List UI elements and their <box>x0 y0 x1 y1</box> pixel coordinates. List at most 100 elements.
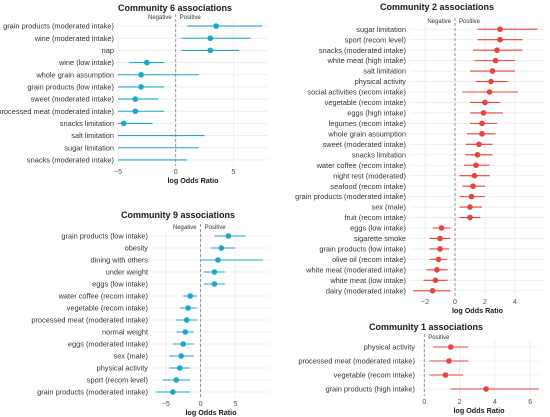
point-estimate <box>489 68 496 74</box>
row-label: sweet (moderated intake) <box>31 95 114 104</box>
point-estimate <box>182 329 189 335</box>
row-label: snacks (moderated intake) <box>27 156 114 165</box>
chart-panel-4: Community 1 associations Positive physical… <box>298 322 539 415</box>
point-estimate <box>434 267 440 273</box>
row-label: sport (recom level) <box>87 376 148 385</box>
row-label: eggs (high intake) <box>347 109 406 118</box>
point-estimate <box>120 120 127 127</box>
row-label: physical activity <box>364 343 416 352</box>
row-label: grain products (moderated intake) <box>37 388 148 397</box>
row-label: white meat (moderated intake) <box>305 265 406 274</box>
point-estimate <box>476 141 482 148</box>
row-label: snacks limitation <box>352 150 406 159</box>
chart-title: Community 2 associations <box>380 2 494 12</box>
point-estimate <box>479 131 485 137</box>
point-estimate <box>480 110 487 116</box>
positive-label: Positive <box>428 335 450 341</box>
plot-area <box>419 340 539 396</box>
negative-label: Negative <box>173 225 197 231</box>
point-estimate <box>435 256 442 263</box>
point-estimate <box>437 246 443 252</box>
negative-label: Negative <box>148 15 172 21</box>
chart-title: Community 1 associations <box>369 322 483 332</box>
point-estimate <box>447 344 454 350</box>
row-label: sugar limitation <box>64 143 114 152</box>
point-estimate <box>183 317 190 323</box>
point-estimate <box>173 377 180 383</box>
point-estimate <box>468 193 475 200</box>
chart-panel-3: Community 9 associations Negative Positive… <box>31 210 270 417</box>
row-label: eggs (moderated intake) <box>68 340 148 349</box>
positive-label: Positive <box>205 225 227 231</box>
point-estimate <box>207 35 214 42</box>
point-estimate <box>497 36 503 43</box>
point-estimate <box>225 233 232 239</box>
plot-area <box>118 20 268 166</box>
x-tick-label: 2 <box>458 399 462 406</box>
row-label: processed meat (moderated intake) <box>298 357 415 366</box>
point-estimate <box>211 269 218 275</box>
x-tick-label: 0 <box>453 299 457 306</box>
row-label: dairy (moderated intake) <box>326 286 406 295</box>
x-axis-label: log Odds Ratio <box>167 176 219 185</box>
row-label: social activities (recom intake) <box>307 88 406 97</box>
row-label: snacks (moderated intake) <box>319 46 406 55</box>
row-label: fruit (recom intake) <box>344 213 406 222</box>
row-label: grain products (moderated intake) <box>295 192 406 201</box>
point-estimate <box>185 305 191 311</box>
row-label: grain products (low intake) <box>319 245 406 254</box>
positive-label: Positive <box>459 19 481 25</box>
row-label: grain products (moderated intake) <box>3 22 114 31</box>
x-tick-label: 5 <box>233 401 237 408</box>
row-label: sigarette smoke <box>354 234 406 243</box>
chart-title: Community 6 associations <box>118 3 232 13</box>
row-label: white meat (high intake) <box>327 56 406 65</box>
x-axis-label: log Odds Ratio <box>453 406 505 415</box>
row-label: whole grain assumption <box>327 129 406 138</box>
plot-area <box>152 230 270 398</box>
row-label: vegetable (recom intake) <box>67 304 148 313</box>
point-estimate <box>488 78 494 85</box>
point-estimate <box>180 341 187 347</box>
x-tick-label: 0 <box>174 169 178 176</box>
point-estimate <box>132 96 139 102</box>
row-label: under weight <box>106 268 148 277</box>
point-estimate <box>138 71 144 78</box>
row-label: sex (male) <box>114 352 149 361</box>
point-estimate <box>470 183 476 189</box>
row-label: salt limitation <box>363 67 406 76</box>
point-estimate <box>138 84 144 90</box>
point-estimate <box>213 23 219 29</box>
point-estimate <box>207 47 214 54</box>
row-label: normal weight <box>102 328 148 337</box>
row-label: grain products (low intake) <box>27 83 114 92</box>
x-axis-label: log Odds Ratio <box>452 306 504 315</box>
point-estimate <box>211 281 218 287</box>
point-estimate <box>486 89 493 95</box>
row-label: legumes (recom intake) <box>329 119 406 128</box>
point-estimate <box>442 372 449 378</box>
point-estimate <box>438 225 445 231</box>
row-label: white meat (low intake) <box>329 276 406 285</box>
x-tick-label: 4 <box>493 399 497 406</box>
point-estimate <box>170 389 176 395</box>
row-label: physical activity <box>97 364 149 373</box>
row-label: eggs (low intake) <box>350 224 406 233</box>
row-label: whole grain assumption <box>35 70 114 79</box>
row-label: processed meat (moderated intake) <box>0 107 114 116</box>
row-label: water coffee (recom intake) <box>58 292 148 301</box>
row-label: sweet (moderated intake) <box>323 140 406 149</box>
point-estimate <box>218 245 225 251</box>
x-tick-label: 6 <box>528 399 532 406</box>
positive-label: Positive <box>180 15 202 21</box>
point-estimate <box>432 277 439 284</box>
negative-label: Negative <box>427 19 451 25</box>
point-estimate <box>467 214 473 221</box>
point-estimate <box>474 151 481 158</box>
point-estimate <box>446 358 452 364</box>
row-label: grain products (low intake) <box>61 232 148 241</box>
plot-area <box>410 24 545 296</box>
point-estimate <box>494 47 500 53</box>
row-label: salt limitation <box>71 131 114 140</box>
